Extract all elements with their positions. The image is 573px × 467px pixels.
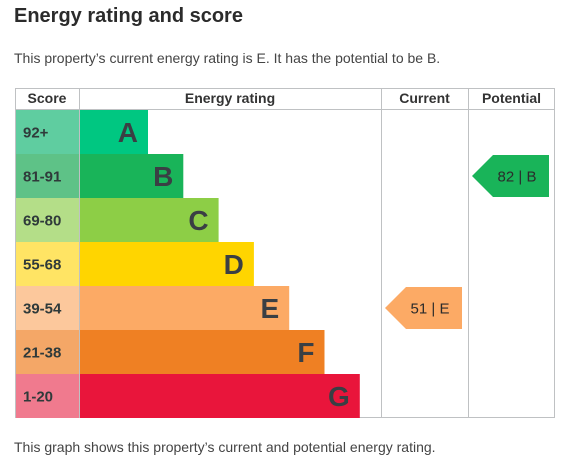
rating-bar-e — [80, 286, 290, 330]
score-range-f: 21-38 — [23, 345, 61, 362]
rating-bar-c — [80, 198, 219, 242]
current-rating-label: 51 | E — [411, 301, 450, 318]
score-cell-c — [16, 198, 79, 242]
band-letter-c: C — [188, 205, 208, 236]
current-rating-arrow — [385, 287, 462, 329]
band-letter-a: A — [118, 117, 138, 148]
band-letter-b: B — [153, 161, 173, 192]
score-range-b: 81-91 — [23, 169, 61, 186]
column-headers: Score Energy rating Current Potential — [28, 90, 542, 106]
chart-footnote: This graph shows this property’s current… — [14, 439, 436, 455]
rating-bar-b — [80, 154, 184, 198]
score-range-a: 92+ — [23, 125, 49, 142]
header-potential: Potential — [482, 90, 541, 106]
rating-summary: This property’s current energy rating is… — [14, 50, 441, 66]
score-range-d: 55-68 — [23, 257, 61, 274]
rating-bar-d — [80, 242, 254, 286]
score-cell-e — [16, 286, 79, 330]
score-range-c: 69-80 — [23, 213, 61, 230]
band-letter-e: E — [261, 293, 280, 324]
rating-bar-g — [80, 374, 360, 418]
score-range-g: 1-20 — [23, 389, 53, 406]
potential-rating-label: 82 | B — [498, 169, 537, 186]
rating-bar-f — [80, 330, 325, 374]
score-cell-f — [16, 330, 79, 374]
score-cell-d — [16, 242, 79, 286]
header-energy-rating: Energy rating — [185, 90, 275, 106]
score-cell-a — [16, 110, 79, 154]
header-current: Current — [399, 90, 450, 106]
rating-bar-a — [80, 110, 148, 154]
band-letter-f: F — [297, 337, 314, 368]
band-rows: 92+ A 81-91 B 69-80 C 55-68 D 39-54 E 21-38 F 1-20 G — [16, 110, 360, 418]
rating-markers: 51 | E 82 | B — [385, 155, 549, 329]
band-letter-g: G — [328, 381, 350, 412]
page-title: Energy rating and score — [14, 5, 243, 27]
potential-rating-arrow — [472, 155, 549, 197]
score-cell-g — [16, 374, 79, 418]
band-letter-d: D — [224, 249, 244, 280]
score-range-e: 39-54 — [23, 301, 62, 318]
score-cell-b — [16, 154, 79, 198]
header-score: Score — [28, 90, 67, 106]
